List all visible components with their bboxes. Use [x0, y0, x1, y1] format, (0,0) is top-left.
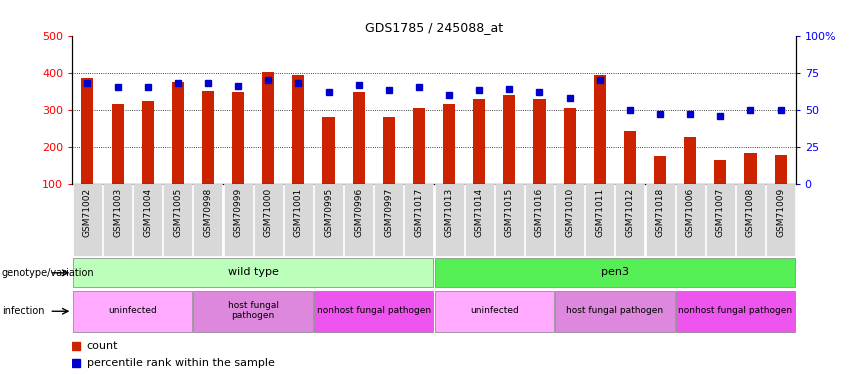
Text: host fungal
pathogen: host fungal pathogen	[228, 301, 278, 320]
Bar	[473, 99, 485, 184]
Text: GSM71010: GSM71010	[565, 188, 574, 237]
Bar	[202, 91, 214, 184]
Title: GDS1785 / 245088_at: GDS1785 / 245088_at	[365, 21, 503, 34]
Text: GSM71009: GSM71009	[776, 188, 785, 237]
Bar	[705, 184, 734, 256]
Text: GSM71013: GSM71013	[444, 188, 454, 237]
Bar	[374, 184, 403, 256]
Text: pen3: pen3	[601, 267, 629, 277]
Bar	[293, 75, 305, 184]
Bar	[435, 258, 795, 287]
Bar	[193, 184, 222, 256]
Bar	[413, 108, 425, 184]
Text: GSM71011: GSM71011	[596, 188, 604, 237]
Bar	[646, 184, 675, 256]
Bar	[624, 131, 636, 184]
Bar	[684, 138, 696, 184]
Text: genotype/variation: genotype/variation	[2, 268, 94, 278]
Bar	[745, 153, 757, 184]
Text: GSM71002: GSM71002	[83, 188, 92, 237]
Bar	[344, 184, 373, 256]
Text: GSM71000: GSM71000	[264, 188, 272, 237]
Text: GSM71016: GSM71016	[535, 188, 544, 237]
Bar	[465, 184, 494, 256]
Bar	[141, 101, 154, 184]
Text: host fungal pathogen: host fungal pathogen	[566, 306, 664, 315]
Text: nonhost fungal pathogen: nonhost fungal pathogen	[678, 306, 792, 315]
Text: GSM70996: GSM70996	[354, 188, 363, 237]
Bar	[714, 160, 727, 184]
Text: GSM71005: GSM71005	[174, 188, 182, 237]
Bar	[82, 78, 94, 184]
Text: GSM71003: GSM71003	[113, 188, 122, 237]
Text: infection: infection	[2, 306, 44, 316]
Text: GSM70997: GSM70997	[385, 188, 393, 237]
Text: nonhost fungal pathogen: nonhost fungal pathogen	[317, 306, 431, 315]
Bar	[73, 291, 192, 332]
Bar	[615, 184, 644, 256]
Bar	[774, 155, 786, 184]
Bar	[111, 104, 123, 184]
Bar	[503, 95, 516, 184]
Text: uninfected: uninfected	[470, 306, 518, 315]
Bar	[284, 184, 313, 256]
Text: GSM70998: GSM70998	[203, 188, 213, 237]
Text: percentile rank within the sample: percentile rank within the sample	[87, 358, 275, 368]
Bar	[654, 156, 666, 184]
Text: GSM71015: GSM71015	[505, 188, 514, 237]
Text: GSM70999: GSM70999	[234, 188, 243, 237]
Bar	[676, 184, 705, 256]
Bar	[404, 184, 433, 256]
Bar	[534, 99, 545, 184]
Bar	[676, 291, 795, 332]
Text: count: count	[87, 341, 118, 351]
Bar	[563, 108, 575, 184]
Text: GSM70995: GSM70995	[324, 188, 333, 237]
Bar	[262, 72, 274, 184]
Text: GSM71007: GSM71007	[716, 188, 725, 237]
Bar	[585, 184, 614, 256]
Text: GSM71006: GSM71006	[686, 188, 694, 237]
Bar	[73, 258, 433, 287]
Bar	[352, 92, 365, 184]
Bar	[103, 184, 132, 256]
Bar	[134, 184, 163, 256]
Bar	[555, 184, 584, 256]
Bar	[435, 184, 464, 256]
Bar	[73, 184, 102, 256]
Text: wild type: wild type	[228, 267, 278, 277]
Text: GSM71008: GSM71008	[746, 188, 755, 237]
Text: GSM71004: GSM71004	[143, 188, 152, 237]
Bar	[383, 117, 395, 184]
Bar	[314, 291, 433, 332]
Text: uninfected: uninfected	[108, 306, 157, 315]
Bar	[594, 75, 606, 184]
Bar	[314, 184, 343, 256]
Bar	[525, 184, 554, 256]
Bar	[232, 92, 244, 184]
Text: GSM71018: GSM71018	[655, 188, 665, 237]
Bar	[254, 184, 283, 256]
Bar	[172, 82, 184, 184]
Bar	[323, 117, 334, 184]
Text: GSM71001: GSM71001	[294, 188, 303, 237]
Bar	[766, 184, 795, 256]
Bar	[443, 104, 455, 184]
Text: GSM71014: GSM71014	[475, 188, 483, 237]
Text: GSM71012: GSM71012	[625, 188, 634, 237]
Bar	[224, 184, 253, 256]
Bar	[435, 291, 554, 332]
Bar	[193, 291, 313, 332]
Bar	[555, 291, 675, 332]
Text: GSM71017: GSM71017	[414, 188, 424, 237]
Bar	[736, 184, 765, 256]
Bar	[495, 184, 524, 256]
Bar	[163, 184, 192, 256]
